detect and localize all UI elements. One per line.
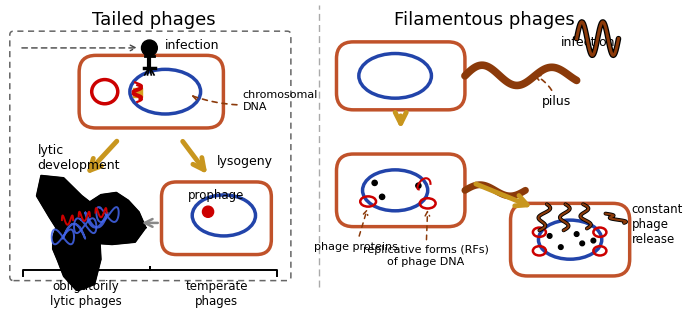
FancyBboxPatch shape	[162, 182, 271, 254]
Circle shape	[142, 40, 158, 56]
Circle shape	[591, 238, 596, 243]
Circle shape	[547, 234, 552, 238]
Circle shape	[379, 194, 385, 199]
Text: phage proteins: phage proteins	[314, 211, 398, 252]
FancyBboxPatch shape	[79, 55, 223, 128]
Text: lysogeny: lysogeny	[216, 155, 273, 168]
Text: chromosomal
DNA: chromosomal DNA	[193, 90, 318, 112]
Polygon shape	[37, 176, 145, 291]
Bar	[133, 88, 142, 97]
Text: infection: infection	[165, 39, 220, 52]
FancyBboxPatch shape	[336, 42, 465, 110]
Text: prophage: prophage	[188, 189, 245, 202]
Circle shape	[203, 206, 214, 217]
Text: obligatorily
lytic phages: obligatorily lytic phages	[50, 280, 122, 308]
FancyBboxPatch shape	[510, 203, 630, 276]
Text: infection: infection	[561, 36, 615, 49]
Circle shape	[574, 232, 579, 236]
Circle shape	[416, 183, 421, 188]
Circle shape	[372, 180, 377, 185]
Circle shape	[580, 241, 584, 246]
Circle shape	[558, 245, 563, 249]
Text: replicative forms (RFs)
of phage DNA: replicative forms (RFs) of phage DNA	[363, 211, 489, 267]
Text: Tailed phages: Tailed phages	[92, 11, 216, 29]
FancyBboxPatch shape	[336, 154, 465, 227]
Text: Filamentous phages: Filamentous phages	[394, 11, 575, 29]
Text: temperate
phages: temperate phages	[185, 280, 248, 308]
Text: constant
phage
release: constant phage release	[632, 203, 683, 246]
Text: pilus: pilus	[535, 76, 571, 109]
Text: lytic
development: lytic development	[38, 144, 121, 172]
